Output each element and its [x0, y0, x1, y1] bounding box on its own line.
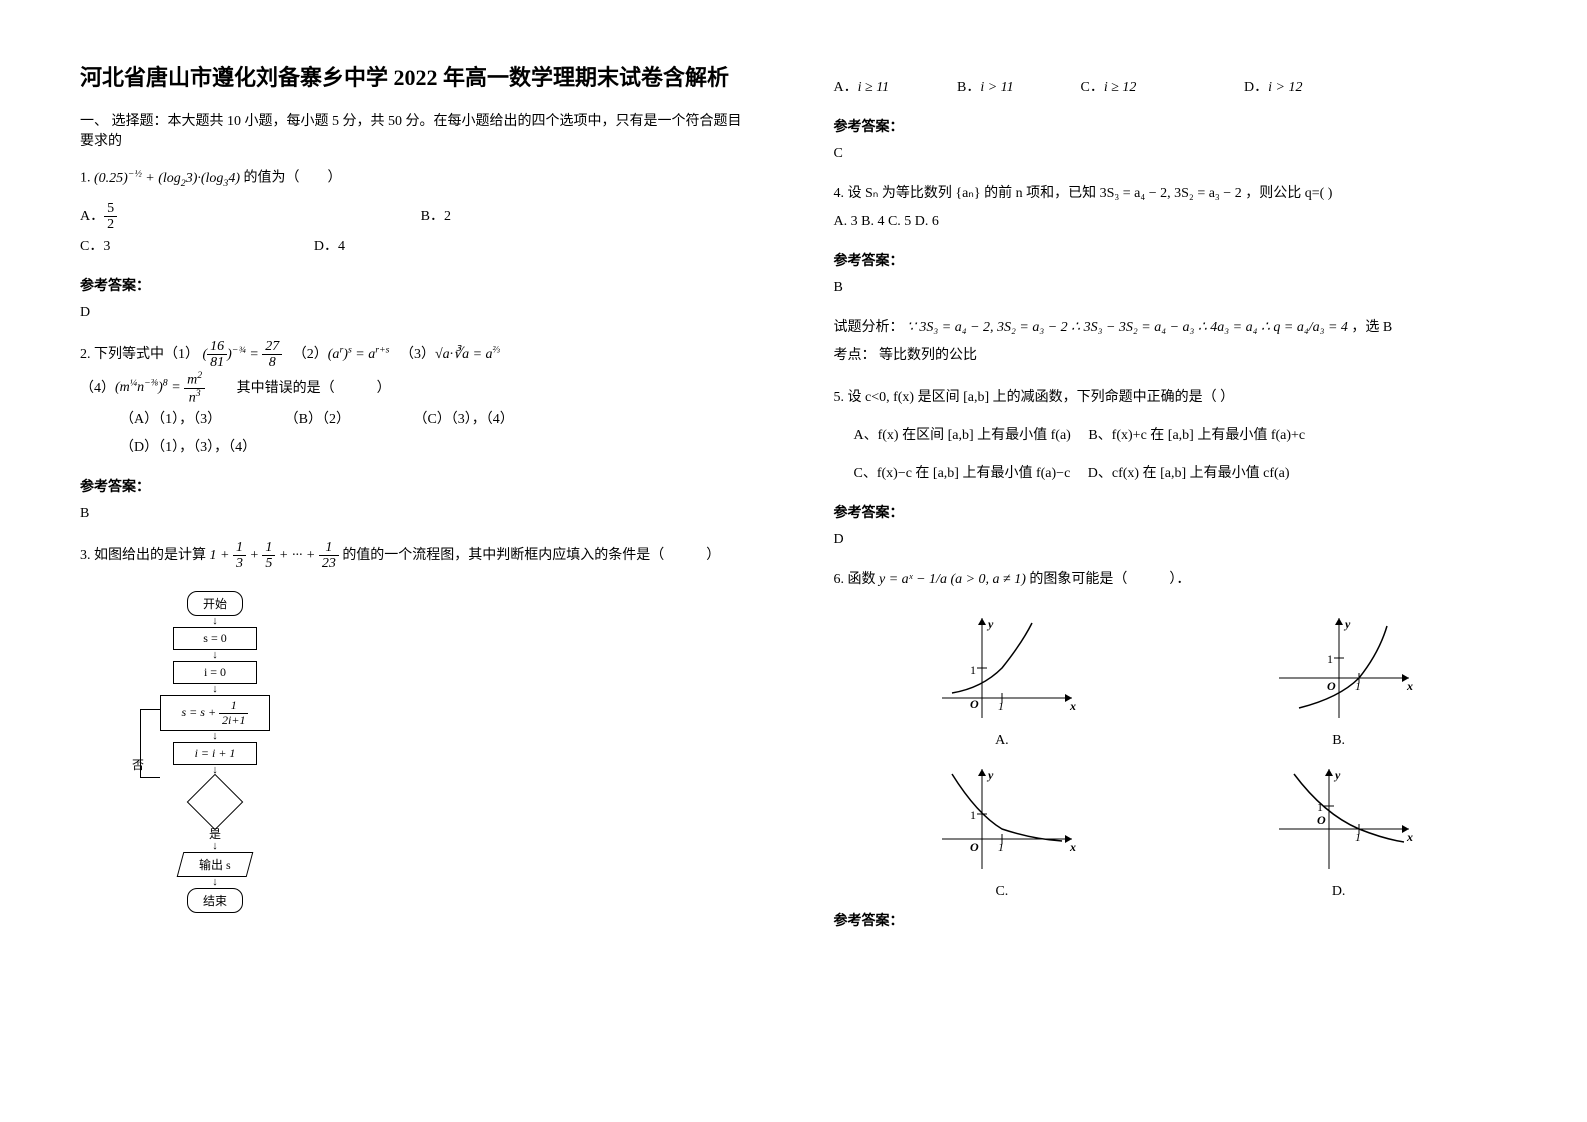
q6-label-C: C.	[922, 884, 1082, 900]
q4-stem: 4. 设 Sₙ 为等比数列 {aₙ} 的前 n 项和，已知 3S₃ = a₄ −…	[834, 186, 1333, 201]
svg-text:O: O	[1317, 813, 1326, 827]
flow-decision	[187, 774, 244, 831]
q2-optD: （D）（1），（3），（4）	[120, 434, 256, 462]
q4-analysis: 试题分析： ∵ 3S₃ = a₄ − 2, 3S₂ = a₃ − 2 ∴ 3S₃…	[834, 314, 1508, 370]
svg-text:y: y	[1343, 617, 1351, 631]
q1-optB: 2	[444, 203, 451, 231]
flow-start: 开始	[187, 591, 243, 616]
question-3: 3. 如图给出的是计算 1 + 13 + 15 + ··· + 123 的值的一…	[80, 540, 754, 572]
question-2: 2. 下列等式中（1） (1681)−¾ = 278 （2）(ar)s = ar…	[80, 339, 754, 462]
q6-label-B: B.	[1259, 733, 1419, 749]
question-1: 1. (0.25)−½ + (log23)·(log34) 的值为（ ） A．5…	[80, 164, 754, 261]
question-6: 6. 函数 y = aˣ − 1/a (a > 0, a ≠ 1) 的图象可能是…	[834, 566, 1508, 594]
graph-B: O 1 1 y x	[1259, 608, 1419, 728]
q4-kd: 等比数列的公比	[879, 348, 977, 363]
q2-answer: B	[80, 506, 754, 522]
svg-text:O: O	[1327, 679, 1336, 693]
svg-text:1: 1	[970, 663, 976, 677]
flow-output: 输出 s	[177, 852, 254, 877]
svg-text:y: y	[1333, 768, 1341, 782]
answer-label: 参考答案：	[834, 502, 1508, 522]
q4-answer: B	[834, 280, 1508, 296]
q1-tail: 的值为（ ）	[244, 171, 342, 186]
q2-stem: 2. 下列等式中（1）	[80, 347, 199, 362]
answer-label: 参考答案：	[834, 250, 1508, 270]
q6-stem-a: 6. 函数	[834, 572, 876, 587]
flow-end: 结束	[187, 888, 243, 913]
q5-answer: D	[834, 532, 1508, 548]
q4-analysis-label: 试题分析：	[834, 320, 904, 335]
svg-text:1: 1	[1327, 652, 1333, 666]
flow-inc: i = i + 1	[173, 742, 257, 765]
graph-C: O 1 1 y x	[922, 759, 1082, 879]
q2-optA: （A）（1），（3）	[120, 406, 221, 434]
svg-text:y: y	[986, 617, 994, 631]
flowchart: 开始 ↓ s = 0 ↓ i = 0 ↓ s = s + 12i+1 ↓ i =…	[160, 591, 754, 912]
q5-optC: C、f(x)−c 在 [a,b] 上有最小值 f(a)−c	[854, 466, 1071, 481]
svg-text:1: 1	[970, 808, 976, 822]
svg-text:x: x	[1406, 679, 1413, 693]
answer-label: 参考答案：	[834, 910, 1508, 930]
q3-answer: C	[834, 146, 1508, 162]
svg-text:x: x	[1069, 699, 1076, 713]
q2-optC: （C）（3），（4）	[413, 406, 513, 434]
svg-text:x: x	[1406, 830, 1413, 844]
svg-text:y: y	[986, 768, 994, 782]
graph-D: O 1 1 y x	[1259, 759, 1419, 879]
answer-label: 参考答案：	[80, 275, 754, 295]
question-4: 4. 设 Sₙ 为等比数列 {aₙ} 的前 n 项和，已知 3S₃ = a₄ −…	[834, 180, 1508, 236]
q4-kd-label: 考点：	[834, 348, 876, 363]
svg-text:O: O	[970, 840, 979, 854]
q3-stem-b: 的值的一个流程图，其中判断框内应填入的条件是（ ）	[342, 548, 720, 563]
q3-stem-a: 3. 如图给出的是计算	[80, 548, 206, 563]
q5-optA: A、f(x) 在区间 [a,b] 上有最小值 f(a)	[854, 428, 1071, 443]
answer-label: 参考答案：	[80, 476, 754, 496]
answer-label: 参考答案：	[834, 116, 1508, 136]
q2-tail: 其中错误的是（ ）	[237, 380, 391, 395]
svg-text:1: 1	[998, 699, 1004, 713]
flow-add: s = s + 12i+1	[160, 695, 270, 730]
graph-A: O 1 1 y x	[922, 608, 1082, 728]
q1-optC: 3	[103, 233, 110, 261]
svg-text:O: O	[970, 697, 979, 711]
q4-opts: A. 3 B. 4 C. 5 D. 6	[834, 214, 939, 229]
flow-i0: i = 0	[173, 661, 257, 684]
page-title: 河北省唐山市遵化刘备寨乡中学 2022 年高一数学理期末试卷含解析	[80, 60, 754, 92]
q5-optB: B、f(x)+c 在 [a,b] 上有最小值 f(a)+c	[1088, 428, 1305, 443]
q2-optB: （B）（2）	[285, 406, 350, 434]
question-5: 5. 设 c<0, f(x) 是区间 [a,b] 上的减函数，下列命题中正确的是…	[834, 384, 1508, 488]
svg-text:1: 1	[1355, 830, 1361, 844]
svg-text:1: 1	[998, 840, 1004, 854]
q6-label-A: A.	[922, 733, 1082, 749]
q6-label-D: D.	[1259, 884, 1419, 900]
section-heading: 一、 选择题：本大题共 10 小题，每小题 5 分，共 50 分。在每小题给出的…	[80, 110, 754, 150]
q1-optD: 4	[338, 233, 345, 261]
q4-analysis-tail: ，选 B	[1351, 320, 1392, 335]
q1-answer: D	[80, 305, 754, 321]
q5-stem: 5. 设 c<0, f(x) 是区间 [a,b] 上的减函数，下列命题中正确的是…	[834, 390, 1235, 405]
flow-s0: s = 0	[173, 627, 257, 650]
svg-text:x: x	[1069, 840, 1076, 854]
q5-optD: D、cf(x) 在 [a,b] 上有最小值 cf(a)	[1088, 466, 1290, 481]
q6-stem-b: y = aˣ − 1/a (a > 0, a ≠ 1)	[879, 572, 1026, 587]
q6-stem-c: 的图象可能是（ ）．	[1029, 572, 1190, 587]
q3-options: A．i ≥ 11 B．i > 11 C．i ≥ 12 D．i > 12	[834, 74, 1508, 102]
